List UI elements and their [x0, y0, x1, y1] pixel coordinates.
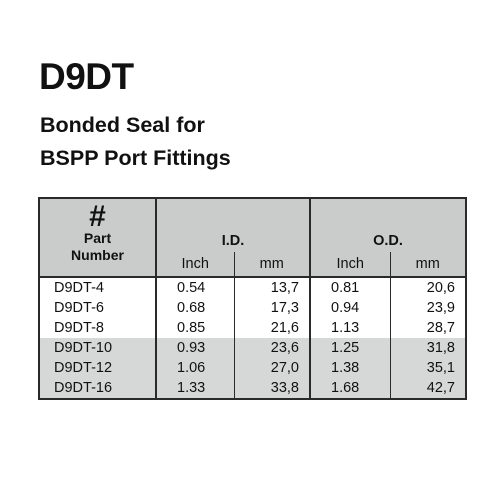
table-row: D9DT-16 1.33 33,8 1.68 42,7	[39, 378, 466, 399]
hash-symbol: #	[89, 200, 106, 233]
part-number-cell: D9DT-12	[39, 358, 157, 378]
id-inch-header: Inch	[156, 252, 235, 278]
od-inch-cell: 1.13	[310, 318, 391, 338]
id-inch-cell: 0.54	[156, 277, 235, 298]
part-number-header: # Part Number	[39, 198, 157, 278]
id-group-header: I.D.	[156, 198, 311, 252]
od-mm-cell: 28,7	[390, 318, 466, 338]
product-title: D9DT	[39, 56, 134, 97]
id-mm-cell: 13,7	[234, 277, 311, 298]
part-number-cell: D9DT-6	[39, 298, 157, 318]
od-mm-cell: 31,8	[390, 338, 466, 358]
od-inch-cell: 1.25	[310, 338, 391, 358]
od-mm-cell: 20,6	[390, 277, 466, 298]
id-header-label: I.D.	[221, 233, 245, 249]
od-mm-cell: 42,7	[390, 378, 466, 399]
od-mm-header: mm	[390, 252, 466, 278]
part-label-line-1: Part	[83, 230, 112, 246]
od-group-header: O.D.	[310, 198, 466, 252]
table-row: D9DT-10 0.93 23,6 1.25 31,8	[39, 338, 466, 358]
id-inch-cell: 0.68	[156, 298, 235, 318]
od-mm-cell: 23,9	[390, 298, 466, 318]
id-mm-header: mm	[234, 252, 311, 278]
od-inch-cell: 1.68	[310, 378, 391, 399]
table-row: D9DT-6 0.68 17,3 0.94 23,9	[39, 298, 466, 318]
id-inch-cell: 0.93	[156, 338, 235, 358]
part-number-cell: D9DT-4	[39, 277, 157, 298]
dimensions-table: # Part Number I.D. O.D. Inch mm Inch mm …	[38, 197, 467, 400]
part-number-cell: D9DT-16	[39, 378, 157, 399]
od-mm-cell: 35,1	[390, 358, 466, 378]
table-header-row: # Part Number I.D. O.D.	[39, 198, 466, 278]
product-subtitle-line-1: Bonded Seal for	[40, 113, 205, 137]
part-number-cell: D9DT-8	[39, 318, 157, 338]
id-mm-cell: 27,0	[234, 358, 311, 378]
id-mm-cell: 17,3	[234, 298, 311, 318]
id-inch-cell: 1.33	[156, 378, 235, 399]
id-mm-cell: 23,6	[234, 338, 311, 358]
table-row: D9DT-8 0.85 21,6 1.13 28,7	[39, 318, 466, 338]
table-row: D9DT-4 0.54 13,7 0.81 20,6	[39, 277, 466, 298]
part-label-line-2: Number	[71, 247, 124, 263]
table-unit-row: Inch mm Inch mm	[39, 252, 466, 278]
od-inch-cell: 1.38	[310, 358, 391, 378]
id-mm-cell: 33,8	[234, 378, 311, 399]
id-inch-cell: 1.06	[156, 358, 235, 378]
od-inch-cell: 0.94	[310, 298, 391, 318]
od-inch-header: Inch	[310, 252, 391, 278]
od-header-label: O.D.	[373, 233, 403, 249]
table-row: D9DT-12 1.06 27,0 1.38 35,1	[39, 358, 466, 378]
product-subtitle-line-2: BSPP Port Fittings	[40, 146, 231, 170]
id-inch-cell: 0.85	[156, 318, 235, 338]
od-inch-cell: 0.81	[310, 277, 391, 298]
id-mm-cell: 21,6	[234, 318, 311, 338]
part-number-cell: D9DT-10	[39, 338, 157, 358]
